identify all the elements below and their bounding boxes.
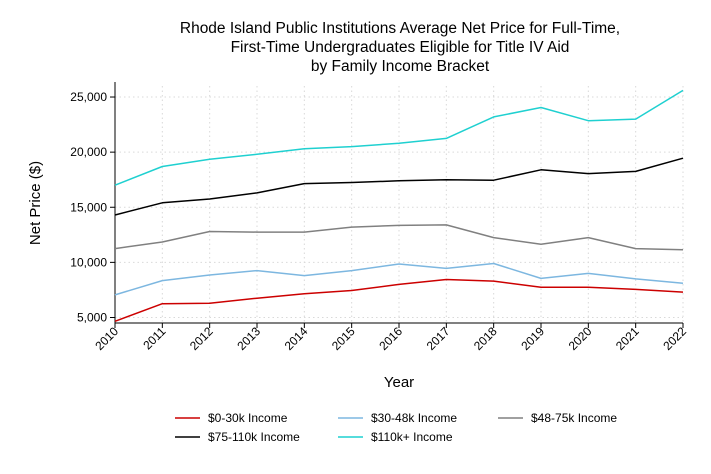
y-axis-title: Net Price ($) bbox=[27, 161, 44, 245]
x-tick-label: 2022 bbox=[660, 324, 689, 353]
series-line bbox=[114, 278, 684, 323]
legend: $0-30k Income $30-48k Income $48-75k Incom… bbox=[175, 411, 617, 444]
x-tick-label: 2012 bbox=[187, 324, 216, 353]
series-line bbox=[114, 224, 684, 251]
legend-item: $0-30k Income bbox=[175, 411, 288, 425]
y-tick-label: 10,000 bbox=[70, 255, 107, 269]
title-line-2: First-Time Undergraduates Eligible for T… bbox=[231, 39, 570, 56]
legend-item: $48-75k Income bbox=[498, 411, 617, 425]
x-axis-title: Year bbox=[384, 374, 414, 391]
series-line bbox=[114, 262, 684, 296]
legend-item: $110k+ Income bbox=[338, 430, 453, 444]
x-tick-label: 2016 bbox=[376, 324, 405, 353]
y-tick-label: 25,000 bbox=[70, 90, 107, 104]
y-tick-label: 15,000 bbox=[70, 200, 107, 214]
series-line bbox=[114, 157, 684, 216]
grid bbox=[114, 86, 684, 323]
legend-item: $30-48k Income bbox=[338, 411, 457, 425]
y-tick-label: 20,000 bbox=[70, 145, 107, 159]
x-tick-label: 2011 bbox=[140, 324, 168, 352]
title-line-1: Rhode Island Public Institutions Average… bbox=[180, 20, 620, 37]
legend-label: $30-48k Income bbox=[371, 411, 457, 425]
legend-label: $0-30k Income bbox=[208, 411, 288, 425]
x-tick-label: 2020 bbox=[566, 324, 595, 353]
x-tick-label: 2015 bbox=[329, 324, 358, 353]
chart-title: Rhode Island Public Institutions Average… bbox=[180, 20, 620, 75]
legend-label: $75-110k Income bbox=[208, 430, 300, 444]
axes: 5,000 10,000 15,000 20,000 25,000 2010 2011 201… bbox=[70, 82, 689, 353]
x-tick-label: 2018 bbox=[471, 324, 500, 353]
y-tick-label: 5,000 bbox=[77, 310, 107, 324]
legend-label: $110k+ Income bbox=[371, 430, 453, 444]
series-line bbox=[114, 89, 684, 186]
legend-item: $75-110k Income bbox=[175, 430, 300, 444]
x-tick-label: 2021 bbox=[613, 324, 642, 353]
x-tick-label: 2017 bbox=[424, 324, 453, 353]
legend-label: $48-75k Income bbox=[531, 411, 617, 425]
x-tick-label: 2019 bbox=[518, 324, 547, 353]
x-tick-label: 2014 bbox=[282, 324, 311, 353]
title-line-3: by Family Income Bracket bbox=[311, 58, 490, 75]
x-tick-label: 2013 bbox=[234, 324, 263, 353]
x-tick-label: 2010 bbox=[92, 324, 121, 353]
series-lines bbox=[114, 89, 684, 323]
